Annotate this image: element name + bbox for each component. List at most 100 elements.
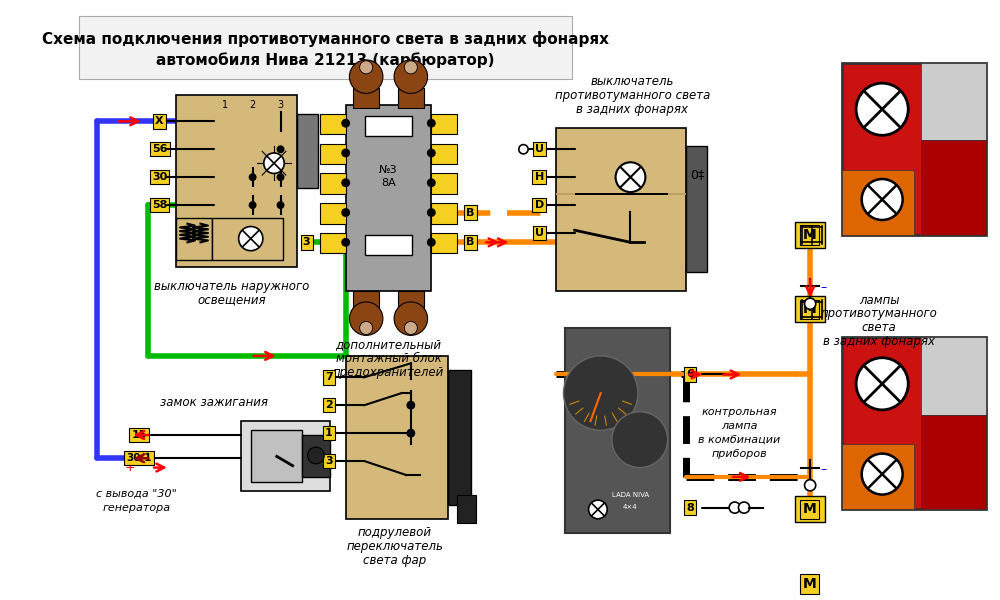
Bar xyxy=(302,435,330,477)
Circle shape xyxy=(428,179,435,187)
Bar xyxy=(921,62,986,140)
Text: 0‡: 0‡ xyxy=(690,168,705,181)
Text: генератора: генератора xyxy=(102,503,170,512)
Text: лампы: лампы xyxy=(859,293,899,307)
Bar xyxy=(921,140,986,235)
Text: лампа: лампа xyxy=(721,421,758,431)
Bar xyxy=(176,218,212,260)
Bar xyxy=(320,143,346,164)
Bar xyxy=(842,444,914,509)
Bar xyxy=(365,235,412,256)
Text: LADA NIVA: LADA NIVA xyxy=(612,493,649,499)
Bar xyxy=(842,170,914,235)
Bar xyxy=(320,173,346,194)
Text: контрольная: контрольная xyxy=(702,407,777,417)
Text: света: света xyxy=(862,322,896,334)
Text: U: U xyxy=(535,144,544,154)
Circle shape xyxy=(394,302,428,335)
Text: 8: 8 xyxy=(686,503,694,512)
Circle shape xyxy=(862,454,903,494)
Text: 3: 3 xyxy=(277,100,284,110)
Bar xyxy=(448,370,471,505)
Bar xyxy=(842,62,986,235)
Circle shape xyxy=(738,502,750,513)
Circle shape xyxy=(349,60,383,94)
Circle shape xyxy=(729,502,740,513)
Text: автомобиля Нива 21213 (карбюратор): автомобиля Нива 21213 (карбюратор) xyxy=(156,52,494,68)
Bar xyxy=(398,88,424,108)
Bar xyxy=(457,496,476,523)
Text: 30/1: 30/1 xyxy=(126,453,152,463)
Text: X: X xyxy=(155,116,164,127)
Circle shape xyxy=(404,61,417,74)
Bar xyxy=(251,430,302,482)
Bar xyxy=(297,114,318,188)
Text: 2: 2 xyxy=(249,100,256,110)
Text: подрулевой: подрулевой xyxy=(358,526,432,539)
Text: 3: 3 xyxy=(303,238,310,247)
Bar xyxy=(795,296,825,322)
Text: –: – xyxy=(820,463,826,476)
Text: противотуманного: противотуманного xyxy=(821,307,937,320)
Text: дополнительный: дополнительный xyxy=(335,338,441,351)
Circle shape xyxy=(428,209,435,216)
Text: 1: 1 xyxy=(222,100,228,110)
Bar xyxy=(353,88,379,108)
Text: M: M xyxy=(802,502,816,517)
Bar xyxy=(795,571,825,597)
Bar xyxy=(431,114,457,134)
Text: 1: 1 xyxy=(325,428,333,438)
Bar xyxy=(212,218,283,260)
Circle shape xyxy=(308,447,324,464)
Text: B: B xyxy=(466,208,475,218)
Bar xyxy=(320,114,346,134)
Bar xyxy=(79,16,572,79)
Text: выключатель наружного: выключатель наружного xyxy=(154,280,310,293)
Text: 30: 30 xyxy=(152,172,167,182)
Bar xyxy=(431,173,457,194)
Circle shape xyxy=(862,179,903,220)
Circle shape xyxy=(428,149,435,157)
Circle shape xyxy=(428,239,435,246)
Bar xyxy=(565,328,670,533)
Circle shape xyxy=(856,83,908,135)
Bar xyxy=(921,337,986,415)
Bar xyxy=(556,193,686,195)
Circle shape xyxy=(342,239,349,246)
Text: 6: 6 xyxy=(686,370,694,379)
Text: выключатель: выключатель xyxy=(591,75,674,88)
Text: освещения: освещения xyxy=(198,293,266,307)
Circle shape xyxy=(407,430,415,437)
Circle shape xyxy=(342,179,349,187)
Bar xyxy=(686,146,707,272)
Text: в задних фонарях: в задних фонарях xyxy=(576,103,688,116)
Text: противотуманного света: противотуманного света xyxy=(555,89,710,102)
Circle shape xyxy=(394,60,428,94)
Bar xyxy=(795,496,825,523)
Bar xyxy=(795,222,825,248)
Circle shape xyxy=(360,322,373,334)
Circle shape xyxy=(805,479,816,491)
Circle shape xyxy=(428,119,435,127)
Circle shape xyxy=(277,174,284,181)
Text: U: U xyxy=(535,228,544,238)
Bar xyxy=(431,143,457,164)
Bar xyxy=(353,291,379,311)
Text: монтажный блок: монтажный блок xyxy=(336,352,441,365)
Circle shape xyxy=(249,202,256,208)
Bar xyxy=(320,203,346,224)
Bar xyxy=(431,203,457,224)
Bar xyxy=(241,421,330,491)
Bar xyxy=(842,337,986,509)
Circle shape xyxy=(404,322,417,334)
Circle shape xyxy=(342,209,349,216)
Text: 58: 58 xyxy=(152,200,167,210)
Circle shape xyxy=(616,162,645,192)
Text: 8А: 8А xyxy=(381,178,396,188)
Bar xyxy=(431,233,457,253)
Bar xyxy=(176,95,297,268)
Bar xyxy=(365,116,412,136)
Text: –: – xyxy=(820,281,826,295)
Bar xyxy=(320,233,346,253)
Circle shape xyxy=(612,412,668,467)
